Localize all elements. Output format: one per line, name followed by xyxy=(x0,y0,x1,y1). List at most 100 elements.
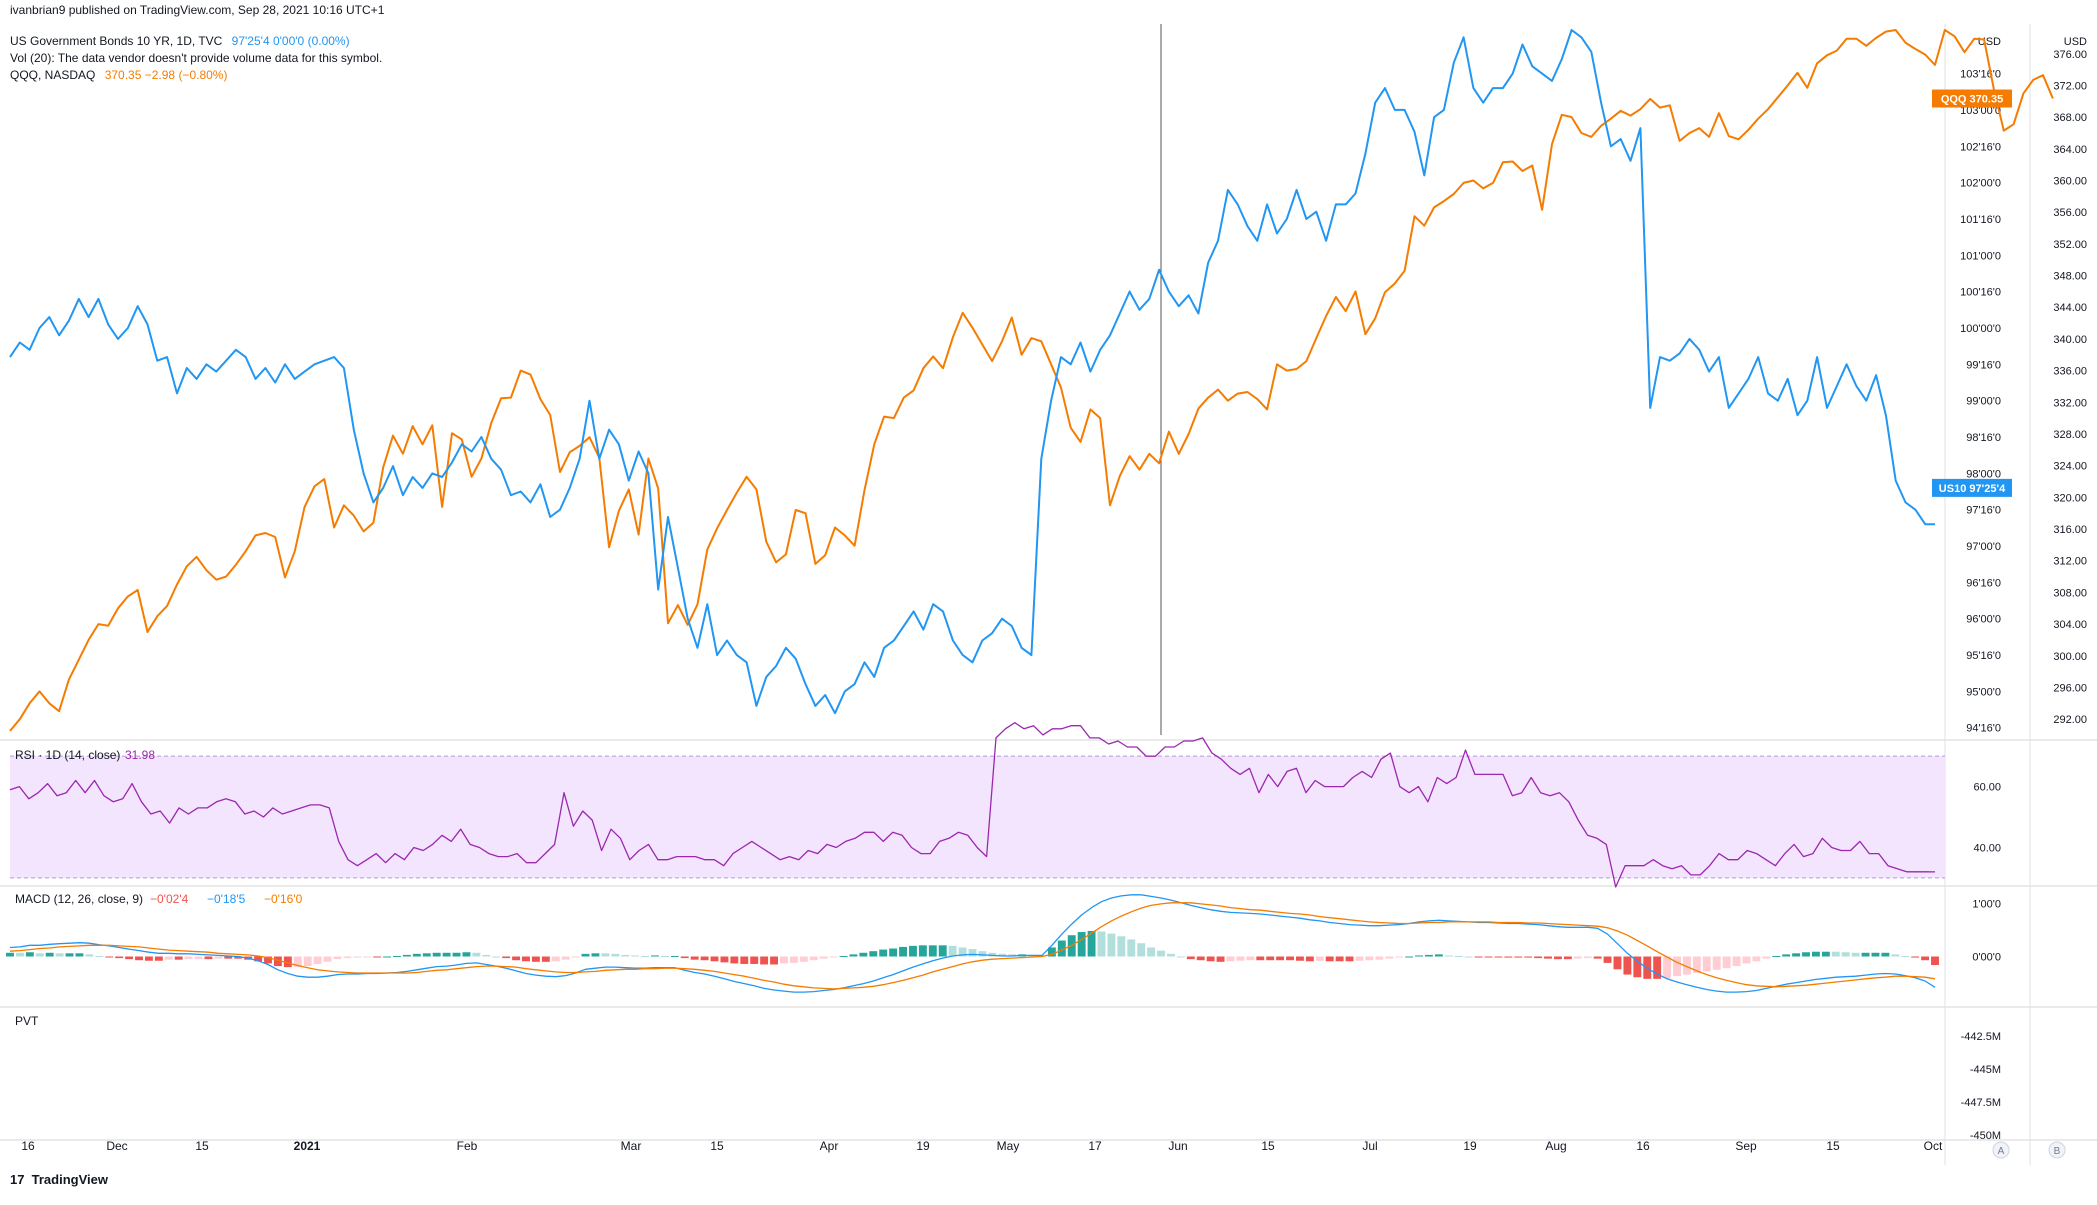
scale-mode-label: B xyxy=(2054,1146,2061,1157)
macd-histogram-bar xyxy=(1553,956,1562,960)
qqq-legend: QQQ, NASDAQ 370.35 −2.98 (−0.80%) xyxy=(10,68,227,82)
macd-histogram-bar xyxy=(214,956,223,959)
qqq-axis-tick-label: 364.00 xyxy=(2053,144,2087,156)
macd-histogram-bar xyxy=(1861,952,1870,957)
macd-histogram-bar xyxy=(1841,952,1850,957)
macd-title: MACD (12, 26, close, 9) xyxy=(15,892,143,906)
us10-last-badge-bg xyxy=(1932,478,2012,497)
macd-histogram-bar xyxy=(1871,952,1880,957)
qqq-currency-label: USD xyxy=(2064,36,2087,48)
qqq-axis-tick-label: 304.00 xyxy=(2053,619,2087,631)
macd-histogram-bar xyxy=(938,945,947,957)
macd-histogram-bar xyxy=(670,955,679,957)
x-axis-tick-label: Aug xyxy=(1545,1139,1566,1153)
macd-histogram-bar xyxy=(1276,956,1285,961)
macd-histogram-bar xyxy=(492,956,501,958)
macd-histogram-bar xyxy=(1424,954,1433,957)
x-axis-tick-label: 17 xyxy=(1088,1139,1102,1153)
macd-histogram-bar xyxy=(531,956,540,962)
us10-axis-tick-label: 96'00'0 xyxy=(1966,614,2001,626)
qqq-axis-tick-label: 292.00 xyxy=(2053,714,2087,726)
macd-histogram-bar xyxy=(234,956,243,959)
us10-axis-tick-label: 99'00'0 xyxy=(1966,396,2001,408)
macd-histogram-bar xyxy=(1167,953,1175,957)
macd-histogram-bar xyxy=(462,952,471,957)
macd-histogram-bar xyxy=(1762,956,1771,959)
macd-histogram-bar xyxy=(889,948,898,957)
macd-histogram-bar xyxy=(839,955,848,957)
scale-mode-button[interactable] xyxy=(2048,1141,2066,1159)
macd-histogram-bar xyxy=(1117,936,1126,957)
macd-axis-tick-label: 1'00'0 xyxy=(1972,898,2001,910)
macd-histogram-bar xyxy=(1563,956,1572,960)
qqq-last-badge: QQQ 370.35 xyxy=(1941,94,2003,106)
qqq-last-badge-bg xyxy=(1932,89,2012,108)
macd-histogram-bar xyxy=(1494,956,1503,958)
qqq-axis-tick-label: 356.00 xyxy=(2053,207,2087,219)
macd-histogram-bar xyxy=(194,956,203,960)
rsi-series-line xyxy=(9,722,1936,888)
scale-mode-button[interactable] xyxy=(1992,1141,2010,1159)
macd-histogram-bar xyxy=(1802,952,1810,957)
macd-histogram-bar xyxy=(1186,956,1195,960)
macd-histogram-bar xyxy=(760,956,769,965)
macd-histogram-bar xyxy=(422,953,431,957)
qqq-title: QQQ, NASDAQ xyxy=(10,68,96,82)
macd-histogram-bar xyxy=(373,956,382,958)
macd-histogram-bar xyxy=(1057,940,1066,957)
macd-histogram-bar xyxy=(1712,956,1721,970)
macd-histogram-bar xyxy=(164,956,173,960)
macd-histogram-bar xyxy=(1782,954,1791,957)
macd-histogram-bar xyxy=(879,949,888,957)
us10-currency-label: USD xyxy=(1978,36,2001,48)
macd-histogram-bar xyxy=(928,945,937,957)
macd-histogram-bar xyxy=(363,956,372,958)
brand-label: TradingView xyxy=(31,1172,108,1187)
macd-histogram-bar xyxy=(1286,956,1294,961)
macd-histogram-bar xyxy=(859,952,868,957)
qqq-axis-tick-label: 344.00 xyxy=(2053,302,2087,314)
macd-histogram-bar xyxy=(1831,951,1840,957)
macd-histogram-bar xyxy=(1544,956,1552,959)
macd-histogram-bar xyxy=(1663,956,1672,979)
macd-histogram-bar xyxy=(1732,956,1741,967)
macd-histogram-bar xyxy=(730,956,739,964)
macd-histogram-bar xyxy=(1395,956,1404,958)
qqq-axis-tick-label: 316.00 xyxy=(2053,524,2087,536)
macd-histogram-bar xyxy=(1673,956,1681,977)
qqq-axis-tick-label: 300.00 xyxy=(2053,651,2087,663)
macd-histogram-bar xyxy=(35,953,44,957)
x-axis-tick-label: Apr xyxy=(820,1139,839,1153)
macd-histogram-bar xyxy=(809,956,818,961)
macd-histogram-bar xyxy=(1246,956,1255,961)
rsi-axis-tick-label: 40.00 xyxy=(1973,842,2001,854)
macd-histogram-bar xyxy=(601,953,610,957)
x-axis-tick-label: 19 xyxy=(1463,1139,1477,1153)
macd-histogram-bar xyxy=(442,952,451,957)
macd-histogram-bar xyxy=(1147,947,1156,957)
us10-legend: US Government Bonds 10 YR, 1D, TVC 97'25… xyxy=(10,34,350,48)
qqq-axis-tick-label: 360.00 xyxy=(2053,176,2087,188)
tradingview-brand[interactable]: 17 TradingView xyxy=(10,1172,108,1187)
macd-histogram-bar xyxy=(333,956,342,960)
x-axis-tick-label: Jun xyxy=(1168,1139,1187,1153)
macd-histogram-bar xyxy=(273,956,282,967)
macd-histogram-bar xyxy=(660,955,669,957)
macd-histogram-bar xyxy=(144,956,153,961)
macd-histogram-bar xyxy=(561,956,570,960)
macd-histogram-bar xyxy=(720,956,729,963)
macd-histogram-bar xyxy=(1623,956,1632,975)
macd-histogram-bar xyxy=(770,956,778,965)
macd-histogram-bar xyxy=(1087,930,1096,957)
macd-histogram-bar xyxy=(1752,956,1761,962)
macd-histogram-bar xyxy=(115,956,124,959)
us10-axis-tick-label: 100'00'0 xyxy=(1960,323,2001,335)
macd-histogram-bar xyxy=(1107,933,1116,957)
x-axis-tick-label: Dec xyxy=(106,1139,127,1153)
macd-histogram-bar xyxy=(1097,931,1106,957)
qqq-axis-tick-label: 340.00 xyxy=(2053,334,2087,346)
macd-histogram-bar xyxy=(15,952,24,957)
macd-histogram-bar xyxy=(1236,956,1245,961)
